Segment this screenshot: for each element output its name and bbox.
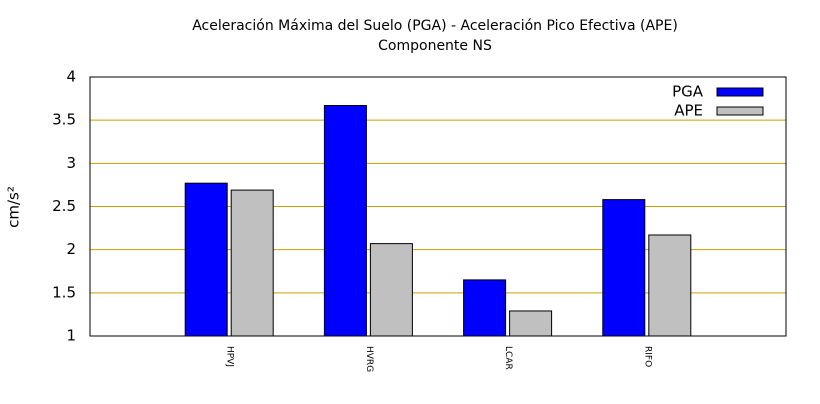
y-tick-label: 2: [66, 240, 76, 258]
bar: [602, 199, 646, 337]
y-tick-label: 3.5: [52, 111, 76, 129]
y-tick-label: 4: [66, 68, 76, 86]
y-tick-label: 3: [66, 154, 76, 172]
plot-frame: [89, 76, 787, 337]
bar: [184, 182, 228, 337]
legend-label: PGA: [672, 83, 704, 101]
bar: [369, 243, 413, 337]
y-tick-label: 2.5: [52, 197, 76, 215]
chart-subtitle: Componente NS: [378, 38, 492, 54]
bar: [509, 310, 553, 337]
x-tick-label: RIFO: [642, 346, 652, 367]
x-tick-label: HVRG: [364, 346, 374, 372]
bar: [323, 104, 367, 337]
x-tick-label: HPVJ: [225, 346, 235, 367]
bar: [648, 234, 692, 337]
legend-label: APE: [674, 102, 703, 120]
bar: [463, 279, 507, 337]
y-axis-label: cm/s²: [5, 186, 23, 228]
y-tick-label: 1: [66, 327, 76, 345]
chart-title: Aceleración Máxima del Suelo (PGA) - Ace…: [192, 18, 678, 34]
x-tick-label: LCAR: [503, 346, 513, 370]
legend-swatch: [716, 87, 764, 97]
bar: [230, 189, 274, 337]
legend-swatch: [716, 106, 764, 116]
y-tick-label: 1.5: [52, 283, 76, 301]
